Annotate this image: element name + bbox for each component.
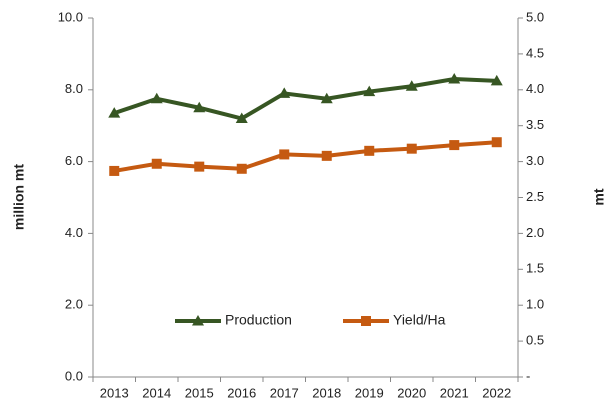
series-line [113,140,497,173]
x-tick-label: 2016 [227,385,256,400]
marker [490,74,503,86]
y-tick-label: 10.0 [58,9,83,24]
marker [491,137,502,148]
y2-tick-label: 2.5 [526,189,544,204]
y2-tick-label: 4.5 [526,45,544,60]
marker [236,163,247,174]
y-tick-label: 2.0 [65,297,83,312]
marker [278,87,291,98]
marker [449,140,460,151]
x-tick-label: 2021 [440,385,469,400]
x-tick-label: 2018 [312,385,341,400]
marker [151,158,162,169]
series-line [113,77,497,121]
marker [406,143,417,154]
y2-axis-title: mt [591,188,607,205]
y2-tick-label: 5.0 [526,9,544,24]
y-tick-label: 6.0 [65,153,83,168]
marker [109,165,120,176]
marker [192,315,204,326]
x-tick-label: 2015 [185,385,214,400]
y2-tick-label: 0.5 [526,333,544,348]
x-tick-label: 2020 [397,385,426,400]
x-tick-label: 2022 [482,385,511,400]
x-tick-label: 2013 [100,385,129,400]
y2-tick-label: 3.0 [526,153,544,168]
marker [448,73,461,84]
y-axis-title: million mt [11,164,27,230]
marker [193,101,206,113]
y2-tick-label: 2.0 [526,225,544,240]
legend-label: Production [225,312,292,328]
marker [405,80,418,91]
x-tick-label: 2019 [355,385,384,400]
y2-tick-label: - [526,368,530,383]
y-tick-label: 4.0 [65,225,83,240]
marker [150,92,163,104]
x-tick-label: 2014 [142,385,171,400]
marker [363,85,376,97]
legend-label: Yield/Ha [393,312,446,328]
marker [279,149,290,160]
y2-tick-label: 4.0 [526,81,544,96]
marker [194,161,205,172]
marker [361,316,371,326]
marker [235,112,248,124]
y-tick-label: 0.0 [65,368,83,383]
marker [108,107,121,118]
y2-tick-label: 1.5 [526,261,544,276]
y2-tick-label: 3.5 [526,117,544,132]
y-tick-label: 8.0 [65,81,83,96]
x-tick-label: 2017 [270,385,299,400]
y2-tick-label: 1.0 [526,297,544,312]
marker [321,150,332,161]
marker [320,92,333,104]
marker [364,145,375,156]
